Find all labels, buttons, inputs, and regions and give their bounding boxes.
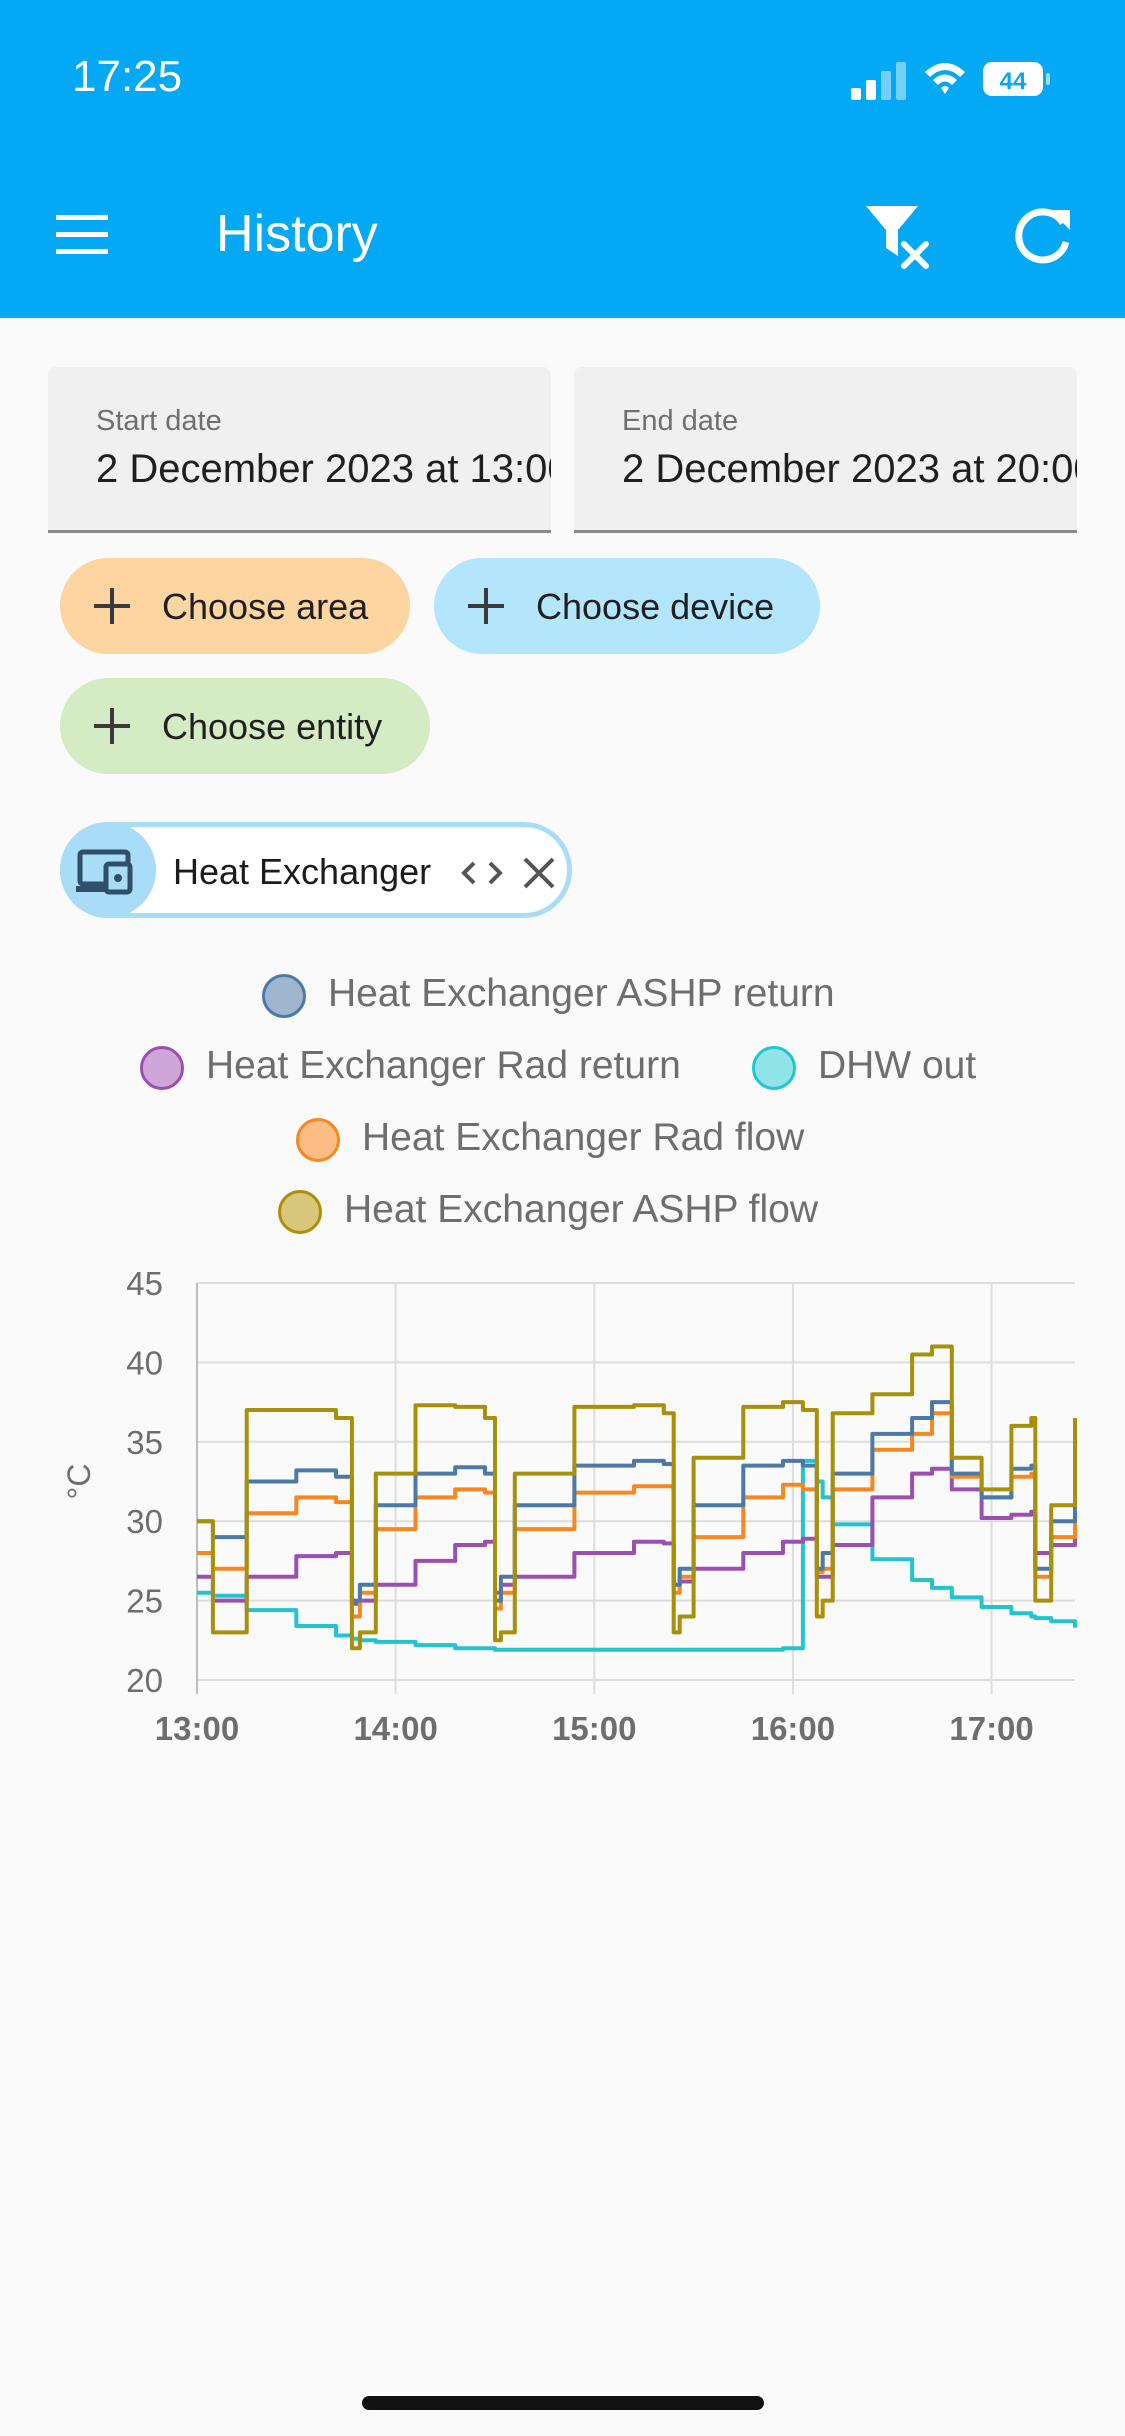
legend-swatch <box>752 1046 796 1090</box>
history-chart[interactable]: 45 40 35 30 25 20 13:00 14:00 15:00 16:00 17:00 °C <box>0 1250 1125 1750</box>
y-tick-label: 20 <box>126 1662 163 1699</box>
close-icon[interactable] <box>517 851 561 895</box>
series-line-heat-exchanger-ashp-return <box>197 1400 1077 1603</box>
app-bar: 17:25 44 History <box>0 0 1125 318</box>
legend-swatch <box>278 1190 322 1234</box>
end-date-value: 2 December 2023 at 20:00 <box>622 447 1077 491</box>
y-tick-label: 25 <box>126 1583 163 1620</box>
legend-label: Heat Exchanger ASHP flow <box>344 1188 819 1231</box>
y-tick-label: 40 <box>126 1344 163 1381</box>
plus-icon <box>468 588 504 624</box>
battery-icon: 44 <box>983 62 1050 96</box>
legend-swatch <box>262 974 306 1018</box>
menu-icon[interactable] <box>52 205 112 265</box>
series-line-heat-exchanger-ashp-flow <box>197 1344 1077 1651</box>
x-tick-label: 16:00 <box>751 1710 835 1747</box>
status-icons: 44 <box>851 62 1050 100</box>
legend-swatch <box>140 1046 184 1090</box>
plus-icon <box>94 588 130 624</box>
end-date-label: End date <box>622 405 739 437</box>
devices-icon <box>60 822 156 918</box>
legend-swatch <box>296 1118 340 1162</box>
choose-area-label: Choose area <box>162 586 369 627</box>
home-indicator <box>362 2396 764 2410</box>
choose-entity-label: Choose entity <box>162 706 383 747</box>
x-tick-label: 15:00 <box>552 1710 636 1747</box>
legend-label: DHW out <box>818 1044 977 1087</box>
choose-device-label: Choose device <box>536 586 775 627</box>
x-tick-label: 14:00 <box>353 1710 437 1747</box>
y-tick-label: 35 <box>126 1424 163 1461</box>
status-time: 17:25 <box>72 52 183 101</box>
start-date-field[interactable]: Start date 2 December 2023 at 13:00 <box>48 367 551 533</box>
expand-icon[interactable] <box>460 853 504 893</box>
page-title: History <box>216 205 378 263</box>
plus-icon <box>94 708 130 744</box>
legend-label: Heat Exchanger Rad return <box>206 1044 681 1087</box>
x-tick-label: 13:00 <box>155 1710 239 1747</box>
y-tick-label: 30 <box>126 1503 163 1540</box>
choose-device-button[interactable]: Choose device <box>434 558 820 654</box>
selected-target-label: Heat Exchanger <box>173 851 432 892</box>
choose-entity-button[interactable]: Choose entity <box>60 678 430 774</box>
y-tick-label: 45 <box>126 1265 163 1302</box>
x-tick-label: 17:00 <box>949 1710 1033 1747</box>
refresh-icon[interactable] <box>1008 200 1078 270</box>
wifi-icon <box>925 63 965 94</box>
filter-remove-icon[interactable] <box>860 196 940 276</box>
end-date-field[interactable]: End date 2 December 2023 at 20:00 <box>574 367 1077 533</box>
choose-area-button[interactable]: Choose area <box>60 558 410 654</box>
y-axis-label: °C <box>61 1464 97 1500</box>
legend-label: Heat Exchanger ASHP return <box>328 972 835 1015</box>
legend-label: Heat Exchanger Rad flow <box>362 1116 805 1159</box>
start-date-value: 2 December 2023 at 13:00 <box>96 447 551 491</box>
start-date-label: Start date <box>96 405 222 437</box>
selected-target-chip[interactable]: Heat Exchanger <box>60 822 572 918</box>
cellular-signal-icon <box>851 62 906 100</box>
battery-level: 44 <box>1000 68 1027 95</box>
